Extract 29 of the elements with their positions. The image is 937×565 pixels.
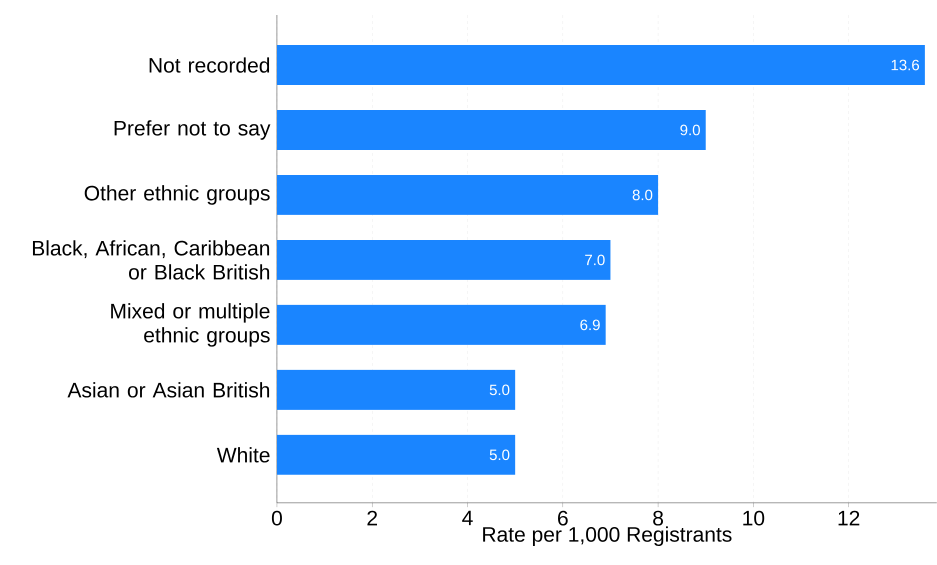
x-tick-label: 6 xyxy=(558,510,568,526)
y-tick-label: Mixed or multiple ethnic groups xyxy=(111,303,270,347)
y-tick-label: Asian or Asian British xyxy=(67,382,270,398)
bar xyxy=(276,110,706,150)
data-label: 8.0 xyxy=(632,190,652,200)
bar xyxy=(276,370,516,410)
data-label: 7.0 xyxy=(585,254,605,266)
x-tick-label: 4 xyxy=(462,510,473,526)
y-tick-label: Prefer not to say xyxy=(114,120,270,140)
y-tick-label: Black, African, Caribbean or Black British xyxy=(32,240,270,280)
bar xyxy=(276,45,925,86)
data-label: 5.0 xyxy=(490,384,510,396)
x-tick-label: 12 xyxy=(838,510,860,526)
bar xyxy=(276,434,516,475)
data-label: 5.0 xyxy=(490,450,510,460)
bar xyxy=(276,175,658,215)
y-tick-label: Not recorded xyxy=(150,57,270,73)
data-label: 13.6 xyxy=(892,60,920,70)
bar xyxy=(276,240,610,280)
y-tick-label: Other ethnic groups xyxy=(84,185,270,205)
x-tick-label: 2 xyxy=(367,510,378,526)
x-tick-label: 8 xyxy=(653,510,664,526)
data-label: 6.9 xyxy=(580,320,600,330)
bar xyxy=(276,304,606,345)
y-tick-label: White xyxy=(216,447,270,463)
x-tick-label: 0 xyxy=(272,510,282,526)
data-label: 9.0 xyxy=(680,124,700,136)
x-tick-label: 10 xyxy=(743,510,764,526)
x-axis-title: Rate per 1,000 Registrants xyxy=(483,526,732,546)
